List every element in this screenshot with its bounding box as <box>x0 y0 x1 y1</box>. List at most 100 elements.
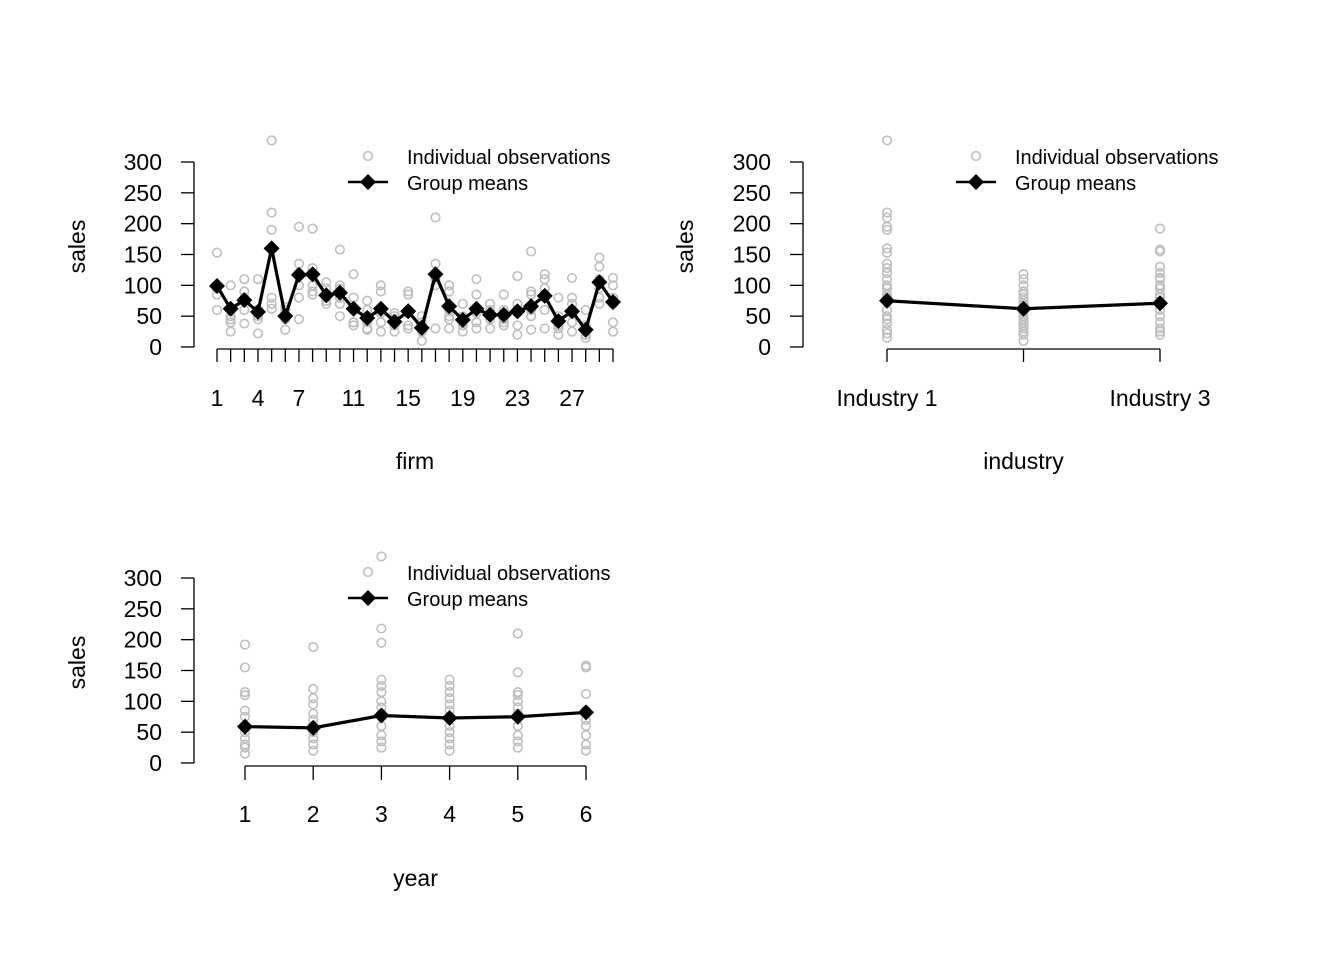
observation-point <box>1018 269 1029 280</box>
group-mean-point <box>1152 295 1168 312</box>
y-tick-label: 150 <box>733 242 771 268</box>
panel-sales-by-industry: 0 50 100 150 200 250 300 sales Industry 1 Industr… <box>672 135 1218 474</box>
observation-point <box>430 212 441 223</box>
group-mean-point <box>509 708 526 725</box>
observation-point <box>594 261 605 272</box>
y-tick-label: 50 <box>745 303 771 329</box>
observation-point <box>252 328 264 339</box>
observation-point <box>881 262 893 274</box>
observation-point <box>607 272 619 284</box>
group-mean-point <box>1015 300 1032 317</box>
observation-point <box>1154 246 1166 257</box>
observation-point <box>444 314 455 325</box>
y-tick-label: 300 <box>733 149 771 175</box>
observation-point <box>594 252 605 263</box>
observation-point <box>239 639 251 650</box>
observation-point <box>539 323 550 334</box>
observation-point <box>444 699 455 710</box>
observation-point <box>308 693 319 704</box>
y-tick-label: 250 <box>124 596 162 622</box>
observation-point <box>430 323 441 334</box>
observation-point <box>881 207 893 218</box>
observation-point <box>444 280 455 291</box>
observation-point <box>881 247 893 258</box>
observation-point <box>525 246 537 257</box>
observation-point <box>457 298 468 309</box>
observation-point <box>308 699 319 710</box>
group-mean-point <box>550 313 567 330</box>
observation-point <box>403 320 414 331</box>
observation-point <box>307 280 318 291</box>
group-mean-point <box>290 266 307 283</box>
observation-point <box>308 739 319 750</box>
observation-point <box>376 637 387 648</box>
observation-point <box>607 280 619 291</box>
legend-diamond-icon <box>360 174 376 190</box>
observation-point <box>566 326 578 337</box>
observation-point <box>580 745 592 756</box>
observation-point <box>239 318 250 329</box>
observation-point <box>881 314 893 325</box>
group-mean-point <box>454 311 471 328</box>
x-tick-label: 1 <box>211 385 224 411</box>
group-mean-point <box>536 287 553 304</box>
x-tick-label: 4 <box>252 385 265 411</box>
x-axis-label: industry <box>983 448 1064 474</box>
observation-point <box>266 292 277 303</box>
y-tick-label: 300 <box>124 149 162 175</box>
y-tick-label: 300 <box>124 565 162 591</box>
observation-point <box>512 696 523 707</box>
legend-label: Group means <box>407 589 528 611</box>
observation-point <box>553 292 564 303</box>
observation-point <box>471 323 482 334</box>
observation-point <box>881 224 893 235</box>
observation-point <box>881 332 893 343</box>
observation-point <box>308 708 319 719</box>
observation-point <box>1154 329 1166 340</box>
legend-diamond-icon <box>968 174 984 190</box>
legend-label: Individual observations <box>407 563 610 585</box>
x-axis-label: year <box>393 865 438 891</box>
group-mean-point <box>209 277 225 294</box>
observation-point <box>881 135 893 146</box>
y-tick-label: 0 <box>149 750 162 776</box>
observation-point <box>239 742 251 753</box>
x-tick-label: Industry 3 <box>1110 385 1211 411</box>
y-tick-label: 250 <box>124 180 162 206</box>
group-mean-point <box>304 266 321 283</box>
group-mean-point <box>441 298 458 315</box>
observation-point <box>376 730 387 741</box>
observation-point <box>580 730 592 741</box>
group-mean-point <box>523 298 540 315</box>
observation-point <box>485 323 496 334</box>
observation-point <box>444 686 455 698</box>
observation-point <box>211 247 223 258</box>
observation-point <box>444 733 455 744</box>
group-mean-point <box>413 319 430 336</box>
group-mean-point <box>564 303 581 320</box>
observation-point <box>376 623 387 634</box>
y-tick-label: 200 <box>124 627 162 653</box>
observation-point <box>1154 223 1166 234</box>
x-tick-label: 3 <box>375 801 388 827</box>
group-mean-point <box>372 300 389 317</box>
observation-point <box>512 320 523 331</box>
y-axis-label: sales <box>64 220 90 274</box>
observation-point <box>376 742 387 753</box>
x-tick-label: 5 <box>511 801 524 827</box>
observation-point <box>607 326 619 337</box>
observation-point <box>1018 335 1029 346</box>
y-tick-label: 250 <box>733 180 771 206</box>
group-mean-point <box>605 293 621 310</box>
observation-point <box>881 243 893 254</box>
observation-point <box>403 323 414 334</box>
observation-point <box>580 739 592 750</box>
observation-point <box>1154 261 1166 272</box>
observation-point <box>239 686 251 698</box>
legend-label: Individual observations <box>1015 147 1218 169</box>
x-tick-label: 23 <box>505 385 531 411</box>
x-tick-label: 4 <box>443 801 456 827</box>
group-mean-point <box>578 704 594 721</box>
observation-point <box>512 329 523 340</box>
